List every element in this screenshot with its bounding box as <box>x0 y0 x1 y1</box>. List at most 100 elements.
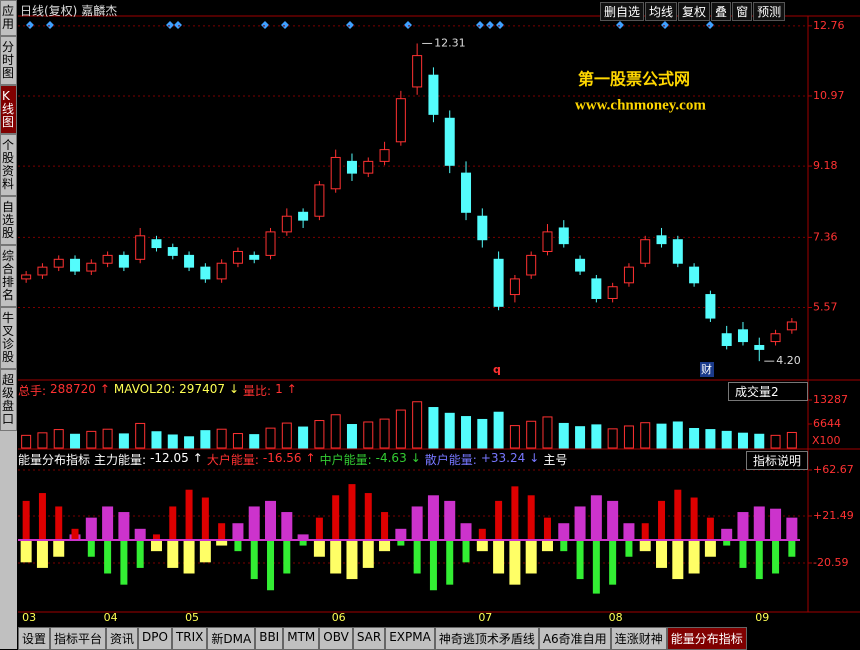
indicator-tab[interactable]: 神奇逃顶术矛盾线 <box>434 627 539 650</box>
sidebar-tab[interactable]: 牛叉诊股 <box>0 307 17 369</box>
volume-bar <box>493 411 504 449</box>
energy-bar <box>364 493 372 540</box>
unit-label: X100 <box>812 434 841 447</box>
candle-body <box>672 239 683 264</box>
energy-bar <box>267 539 275 591</box>
volume-bar <box>363 421 374 449</box>
readout-trend: ↑ <box>192 451 203 465</box>
energy-header: 能量分布指标 主力能量: -12.05 ↑ 大户能量: -16.56 ↑ 中户能量: -4.63… <box>18 451 567 468</box>
energy-bar <box>201 497 209 540</box>
energy-bar <box>413 539 421 574</box>
energy-bar <box>658 500 666 540</box>
indicator-tab[interactable]: 能量分布指标 <box>666 627 747 650</box>
energy-bar <box>706 517 714 540</box>
candle-body <box>363 160 374 174</box>
indicator-tab[interactable]: A6奇准自用 <box>538 627 611 650</box>
energy-bar <box>541 539 553 552</box>
sidebar-tab[interactable]: 个股资料 <box>0 134 17 196</box>
volume-bar <box>575 426 586 449</box>
volume-bar <box>298 426 309 449</box>
toolbar-button[interactable]: 均线 <box>645 2 678 21</box>
volume-bar <box>346 424 357 449</box>
readout-value: -16.56 <box>262 451 302 465</box>
energy-bar <box>299 539 307 546</box>
y-tick-label: -20.59 <box>813 556 848 569</box>
energy-bar <box>478 528 486 540</box>
x-tick-label: 08 <box>609 611 623 624</box>
candle-body <box>737 329 748 343</box>
indicator-tab[interactable]: OBV <box>319 627 353 650</box>
volume-bar <box>591 424 602 449</box>
indicator-tab[interactable]: 连涨财神 <box>610 627 667 650</box>
indicator-tab[interactable]: EXPMA <box>385 627 435 650</box>
candle-body <box>265 231 276 256</box>
energy-bar <box>183 539 195 574</box>
toolbar-button[interactable]: 窗 <box>732 2 753 21</box>
toolbar-button[interactable]: 叠 <box>711 2 732 21</box>
energy-bar <box>71 528 79 540</box>
volume-panel-button[interactable]: 成交量2 <box>728 382 808 401</box>
toolbar-button[interactable]: 删自选 <box>600 2 645 21</box>
indicator-tab[interactable]: BBI <box>255 627 284 650</box>
energy-bar <box>444 500 456 540</box>
readout-trend: ↓ <box>410 451 421 465</box>
indicator-tab[interactable]: 新DMA <box>207 627 256 650</box>
energy-bar <box>739 539 747 568</box>
y-tick-label: 6644 <box>813 417 841 430</box>
energy-bar <box>167 539 179 568</box>
energy-bar <box>493 539 505 574</box>
toolbar-button[interactable]: 预测 <box>753 2 786 21</box>
energy-bar <box>788 539 796 557</box>
indicator-tab[interactable]: SAR <box>352 627 386 650</box>
energy-bar <box>199 539 211 563</box>
energy-bar <box>20 539 32 563</box>
indicator-tab[interactable]: DPO <box>138 627 172 650</box>
volume-bar <box>265 427 276 449</box>
y-tick-label: +21.49 <box>813 509 854 522</box>
period: 日线(复权) <box>20 4 78 18</box>
y-tick-label: 12.76 <box>813 19 845 32</box>
volume-bar <box>86 430 97 449</box>
x-tick-label: 04 <box>104 611 118 624</box>
indicator-tab[interactable]: 指标平台 <box>50 627 107 650</box>
candle-body <box>21 274 32 280</box>
readout-label: 总手: <box>18 384 47 398</box>
volume-bar <box>705 429 716 449</box>
energy-bar <box>753 506 765 540</box>
energy-bar <box>509 539 521 585</box>
energy-bar <box>427 495 439 540</box>
toolbar-button[interactable]: 复权 <box>678 2 711 21</box>
sidebar-tab[interactable]: K线图 <box>0 85 17 134</box>
volume-bar <box>70 433 81 449</box>
indicator-tab[interactable]: 资讯 <box>106 627 139 650</box>
sidebar-tab[interactable]: 综合排名 <box>0 245 17 307</box>
energy-bar <box>607 500 619 540</box>
marker-box <box>700 362 714 377</box>
candle-body <box>656 235 667 245</box>
energy-bar <box>543 517 551 540</box>
low-label: 4.20 <box>776 354 801 367</box>
candle-body <box>70 258 81 272</box>
sidebar-tab[interactable]: 自选股 <box>0 196 17 245</box>
energy-bar <box>102 506 114 540</box>
candle-body <box>509 278 520 296</box>
energy-bar <box>150 539 162 552</box>
sidebar-tab[interactable]: 分时图 <box>0 36 17 85</box>
indicator-tab[interactable]: 设置 <box>18 627 51 650</box>
candle-body <box>689 266 700 284</box>
energy-bar <box>362 539 374 568</box>
indicator-tab[interactable]: MTM <box>283 627 320 650</box>
energy-bar <box>248 506 260 540</box>
energy-bar <box>185 489 193 540</box>
volume-bar <box>558 422 569 449</box>
marker-cai: 财 <box>701 362 712 376</box>
sidebar-tab[interactable]: 超级盘口 <box>0 369 17 431</box>
indicator-tab[interactable]: TRIX <box>171 627 208 650</box>
energy-bar <box>120 539 128 585</box>
candle-body <box>705 294 716 319</box>
candle-body <box>346 160 357 174</box>
energy-bar <box>495 500 503 540</box>
candle-body <box>102 254 113 264</box>
sidebar-tab[interactable]: 应用 <box>0 0 17 36</box>
indicator-help-button[interactable]: 指标说明 <box>746 451 809 470</box>
